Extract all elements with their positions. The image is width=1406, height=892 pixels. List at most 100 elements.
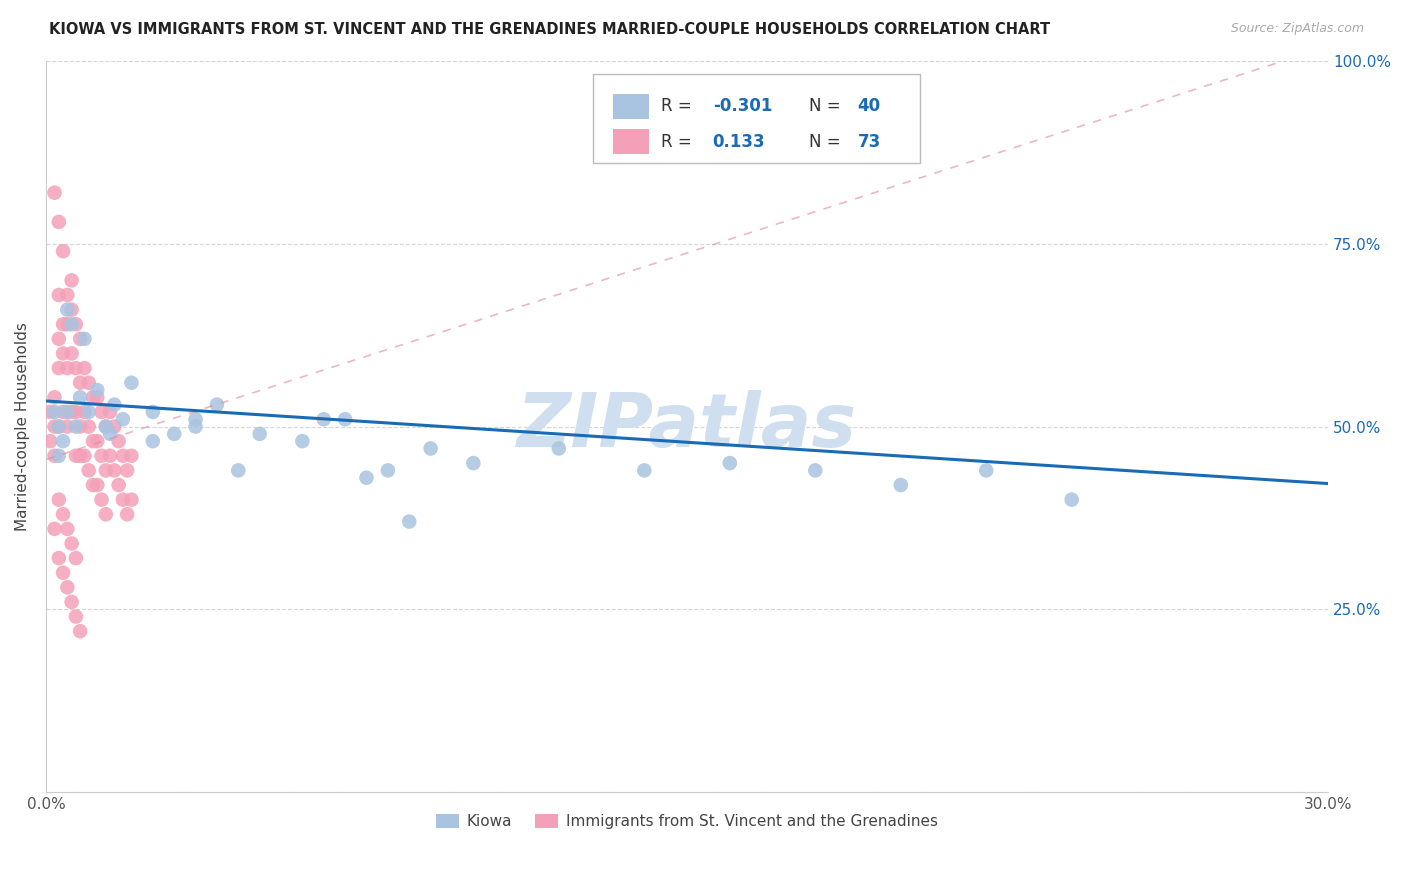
Point	[48, 419, 70, 434]
Point	[356, 471, 378, 485]
Bar	[613, 129, 648, 154]
Point	[103, 419, 125, 434]
Text: -0.301: -0.301	[713, 97, 772, 115]
Point	[52, 317, 75, 331]
Point	[163, 426, 186, 441]
Text: Source: ZipAtlas.com: Source: ZipAtlas.com	[1230, 22, 1364, 36]
Point	[44, 405, 66, 419]
Point	[56, 317, 79, 331]
Point	[98, 449, 121, 463]
Point	[90, 405, 112, 419]
Point	[205, 398, 228, 412]
Point	[65, 317, 87, 331]
Point	[48, 551, 70, 566]
Point	[142, 405, 165, 419]
Point	[86, 478, 108, 492]
Point	[111, 449, 134, 463]
Point	[48, 492, 70, 507]
Point	[804, 463, 827, 477]
FancyBboxPatch shape	[593, 74, 921, 163]
Point	[60, 273, 83, 287]
Point	[52, 566, 75, 580]
Point	[44, 390, 66, 404]
Point	[69, 376, 91, 390]
Point	[86, 434, 108, 449]
Point	[90, 492, 112, 507]
Point	[94, 419, 117, 434]
Text: ZIPatlas: ZIPatlas	[517, 390, 858, 463]
Point	[69, 449, 91, 463]
Point	[48, 288, 70, 302]
Point	[419, 442, 441, 456]
Point	[56, 361, 79, 376]
Point	[94, 508, 117, 522]
Point	[56, 405, 79, 419]
Point	[98, 426, 121, 441]
Point	[39, 434, 62, 449]
Point	[65, 361, 87, 376]
Point	[120, 492, 142, 507]
Point	[48, 419, 70, 434]
Point	[69, 332, 91, 346]
Point	[60, 317, 83, 331]
Point	[547, 442, 569, 456]
Point	[184, 419, 207, 434]
Point	[56, 580, 79, 594]
Point	[312, 412, 335, 426]
Text: 0.133: 0.133	[713, 133, 765, 151]
Point	[69, 390, 91, 404]
Point	[56, 288, 79, 302]
Point	[333, 412, 356, 426]
Point	[77, 419, 100, 434]
Point	[69, 624, 91, 639]
Point	[103, 463, 125, 477]
Point	[142, 434, 165, 449]
Point	[73, 405, 96, 419]
Point	[65, 419, 87, 434]
Point	[73, 361, 96, 376]
Point	[86, 383, 108, 397]
Point	[52, 434, 75, 449]
Bar	[613, 94, 648, 119]
Point	[52, 405, 75, 419]
Point	[60, 595, 83, 609]
Text: 40: 40	[858, 97, 880, 115]
Point	[52, 244, 75, 259]
Point	[291, 434, 314, 449]
Text: 73: 73	[858, 133, 880, 151]
Point	[44, 419, 66, 434]
Point	[60, 405, 83, 419]
Point	[44, 186, 66, 200]
Y-axis label: Married-couple Households: Married-couple Households	[15, 322, 30, 531]
Point	[90, 449, 112, 463]
Point	[48, 332, 70, 346]
Point	[103, 398, 125, 412]
Point	[94, 419, 117, 434]
Point	[82, 390, 104, 404]
Point	[718, 456, 741, 470]
Point	[82, 478, 104, 492]
Point	[249, 426, 271, 441]
Point	[60, 346, 83, 360]
Point	[65, 551, 87, 566]
Point	[633, 463, 655, 477]
Point	[65, 405, 87, 419]
Point	[107, 478, 129, 492]
Point	[111, 492, 134, 507]
Point	[77, 463, 100, 477]
Point	[377, 463, 399, 477]
Point	[463, 456, 485, 470]
Point	[60, 302, 83, 317]
Point	[65, 609, 87, 624]
Point	[115, 463, 138, 477]
Point	[44, 449, 66, 463]
Point	[56, 419, 79, 434]
Point	[184, 412, 207, 426]
Point	[115, 508, 138, 522]
Point	[120, 376, 142, 390]
Point	[69, 419, 91, 434]
Point	[82, 434, 104, 449]
Point	[48, 215, 70, 229]
Point	[39, 405, 62, 419]
Point	[77, 405, 100, 419]
